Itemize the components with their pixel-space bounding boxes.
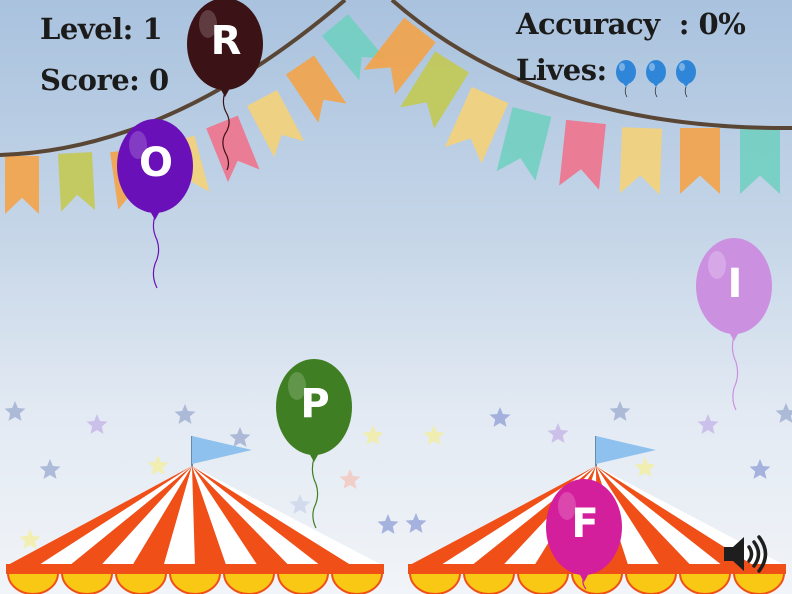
bunting-right	[363, 17, 780, 195]
star-decoration	[405, 513, 427, 533]
tent-stripe	[192, 466, 384, 566]
star-decoration	[697, 414, 719, 434]
star-decoration	[749, 459, 771, 479]
tent-scallop	[60, 572, 114, 594]
star-decoration	[489, 407, 511, 427]
accuracy-label: Accuracy	[516, 7, 660, 41]
star-decoration	[339, 469, 361, 489]
score-display: Score: 0	[40, 66, 169, 95]
circus-tent-left	[6, 436, 384, 594]
star-decoration	[634, 457, 656, 477]
blue-balloon-icon	[675, 60, 696, 98]
bunting-flag	[619, 127, 662, 195]
tent-stripe	[163, 466, 195, 566]
balloon-letter: I	[727, 261, 743, 307]
accuracy-separator: :	[678, 7, 690, 41]
tent-stripe	[37, 466, 192, 566]
lives-icons	[607, 56, 697, 105]
star-decoration	[547, 423, 569, 443]
tent-scallop	[624, 572, 678, 594]
blue-balloon-icon	[645, 60, 666, 98]
bunting-flag	[680, 128, 720, 194]
balloon-r[interactable]: R	[186, 0, 266, 175]
star-decoration	[39, 459, 61, 479]
tent-stripe	[439, 466, 596, 566]
bunting-flag	[400, 51, 469, 129]
balloon-p[interactable]: P	[275, 359, 355, 536]
lives-display: Lives:	[516, 56, 697, 105]
tent-flag-right	[596, 436, 656, 464]
tent-scallop	[168, 572, 222, 594]
bunting-flag	[444, 86, 509, 164]
star-decoration	[289, 494, 311, 514]
tent-stripe	[69, 466, 192, 566]
balloon-letter: O	[138, 140, 173, 186]
bunting-flag	[206, 115, 260, 183]
tent-stripe	[132, 466, 192, 566]
tent-scallop	[6, 572, 60, 594]
bunting-flag	[496, 107, 552, 181]
star-decoration	[86, 414, 108, 434]
star-decoration	[423, 425, 445, 445]
bunting-flag	[559, 119, 606, 190]
score-label: Score:	[40, 63, 140, 97]
balloon-letter: P	[300, 381, 330, 427]
level-display: Level: 1	[40, 12, 163, 46]
accuracy-value: 0%	[698, 7, 746, 41]
blue-balloon-icon	[615, 60, 636, 98]
bunting-flag	[5, 156, 39, 214]
tent-stripe	[596, 466, 786, 566]
tent-scallop	[462, 572, 516, 594]
bunting-flag	[363, 17, 436, 95]
tent-scallop	[114, 572, 168, 594]
tent-scallop	[408, 572, 462, 594]
level-label: Level:	[40, 12, 133, 46]
sound-toggle-button[interactable]	[720, 530, 772, 578]
lives-label: Lives:	[516, 53, 607, 87]
star-decoration	[174, 404, 196, 424]
bunting-string-left	[0, 0, 347, 157]
speaker-icon	[724, 535, 768, 573]
tent-stripe	[6, 466, 192, 566]
accuracy-display: Accuracy : 0%	[516, 7, 746, 41]
tent-scallop	[222, 572, 276, 594]
bunting-flag	[58, 152, 96, 212]
tent-scallop	[330, 572, 384, 594]
balloon-letter: R	[210, 18, 242, 64]
score-value: 0	[149, 63, 169, 97]
bunting-flag	[246, 90, 305, 158]
balloon-i[interactable]: I	[695, 238, 775, 415]
star-decoration	[775, 403, 792, 423]
star-decoration	[147, 455, 169, 475]
tent-stripe	[408, 466, 596, 566]
bunting-string-right	[390, 0, 792, 131]
tent-stripe	[100, 466, 192, 566]
star-decoration	[4, 401, 26, 421]
tent-band	[6, 564, 384, 574]
balloon-letter: F	[571, 501, 599, 547]
star-decoration	[362, 425, 384, 445]
star-decoration	[229, 427, 251, 447]
star-decorations	[4, 401, 792, 549]
level-value: 1	[142, 12, 163, 46]
star-decoration	[377, 514, 399, 534]
star-decoration	[609, 401, 631, 421]
tent-scallop	[276, 572, 330, 594]
balloon-f[interactable]: F	[545, 479, 625, 591]
star-decoration	[19, 529, 41, 549]
bunting-flag	[285, 55, 347, 123]
balloon-o[interactable]: O	[116, 119, 196, 295]
bunting-flag	[321, 14, 386, 81]
bunting-flag	[740, 128, 780, 194]
tent-flag-left	[192, 436, 252, 464]
